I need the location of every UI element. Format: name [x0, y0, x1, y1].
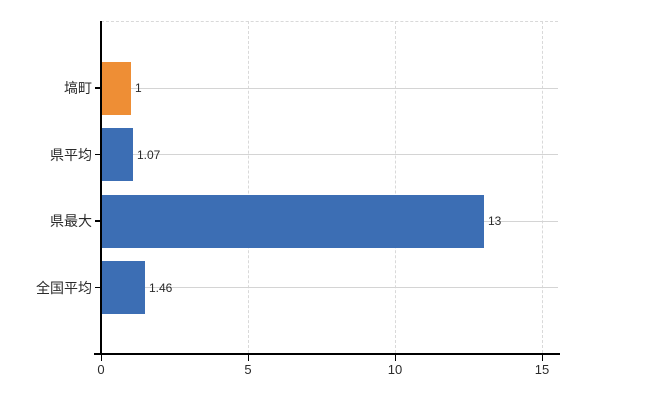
x-tick-mark — [100, 355, 102, 361]
vertical-gridline — [248, 21, 249, 353]
category-label: 県最大 — [50, 213, 92, 230]
row-gridline — [101, 154, 558, 156]
x-tick-label: 0 — [97, 362, 105, 377]
row-gridline — [101, 287, 558, 289]
bar-1 — [102, 128, 133, 182]
y-tick-mark — [95, 220, 101, 222]
value-label: 13 — [488, 214, 502, 229]
vertical-gridline — [542, 21, 543, 353]
x-tick-mark — [541, 355, 543, 361]
value-label: 1.07 — [137, 147, 161, 162]
bar-0 — [102, 61, 131, 115]
y-axis-line — [100, 21, 102, 354]
x-tick-label: 10 — [387, 362, 403, 377]
y-tick-mark — [95, 286, 101, 289]
bar-2 — [102, 194, 484, 248]
x-axis-line — [94, 353, 560, 355]
bar-3 — [102, 261, 145, 315]
plot-top-border — [101, 21, 558, 22]
vertical-gridline — [395, 21, 396, 353]
y-tick-mark — [95, 87, 101, 89]
row-gridline — [101, 87, 558, 89]
x-tick-mark — [394, 355, 396, 361]
category-label: 塙町 — [64, 80, 92, 97]
value-label: 1.46 — [149, 280, 173, 295]
y-tick-mark — [95, 153, 101, 156]
value-label: 1 — [135, 81, 142, 96]
category-label: 県平均 — [50, 146, 92, 163]
category-label: 全国平均 — [36, 279, 92, 296]
x-tick-label: 15 — [534, 362, 550, 377]
x-tick-label: 5 — [244, 362, 252, 377]
x-tick-mark — [247, 355, 249, 361]
